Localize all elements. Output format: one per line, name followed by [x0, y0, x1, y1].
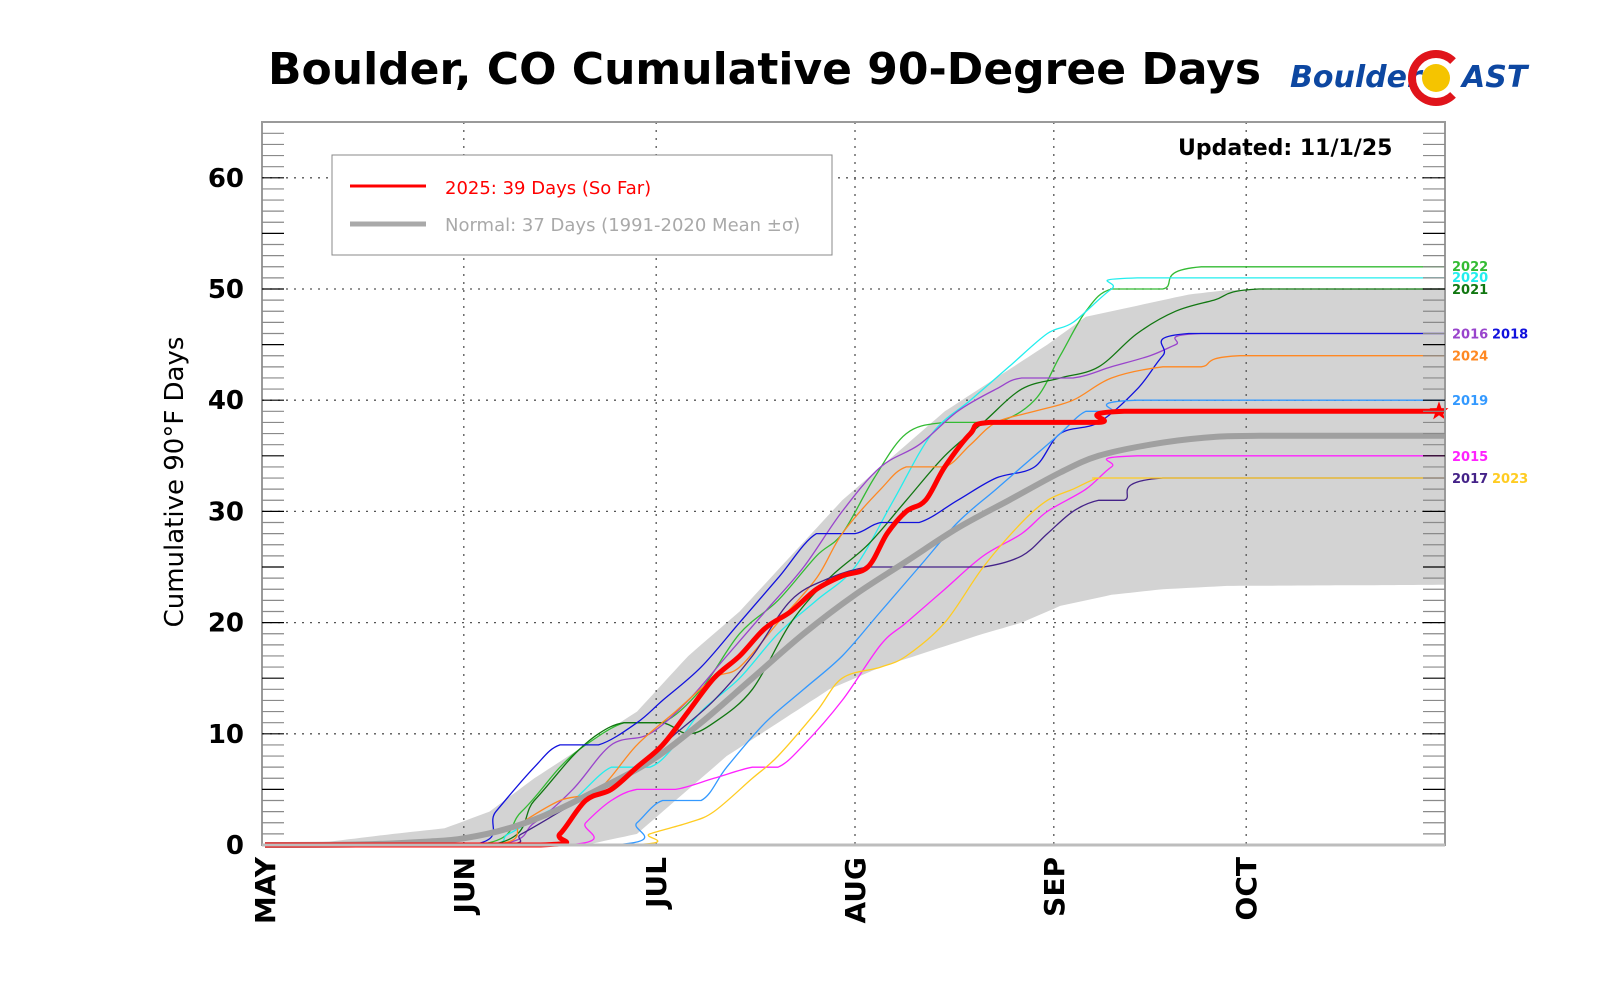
legend-label-normal: Normal: 37 Days (1991-2020 Mean ±σ)	[445, 215, 800, 236]
x-tick-label-jul: JUL	[640, 857, 673, 910]
x-tick-label-oct: OCT	[1230, 857, 1263, 920]
year-end-label-2024: 2024	[1452, 350, 1488, 365]
legend-box	[331, 154, 833, 256]
year-end-label-2020: 2020	[1452, 271, 1488, 286]
x-tick-label-jun: JUN	[448, 857, 481, 916]
y-tick-label: 30	[208, 497, 244, 527]
logo-text-right: AST	[1462, 60, 1528, 95]
year-end-label-2022: 2022	[1452, 260, 1488, 275]
series-line-2021	[264, 288, 1445, 846]
updated-annotation: Updated: 11/1/25	[1178, 136, 1392, 161]
series-line-2016	[264, 332, 1445, 846]
year-end-label-2017: 2017	[1452, 472, 1488, 487]
series-line-2025	[264, 408, 1445, 848]
logo-text-left: Boulder	[1290, 60, 1422, 95]
axes-group	[261, 121, 1446, 847]
x-tick-label-sep: SEP	[1038, 857, 1071, 917]
series-line-2015	[264, 455, 1445, 846]
chart-title: Boulder, CO Cumulative 90-Degree Days	[268, 44, 1262, 95]
y-tick-label: 40	[208, 386, 244, 416]
normal-mean-line	[264, 432, 1445, 848]
series-group	[264, 266, 1449, 848]
bouldercast-logo: Boulder AST	[1290, 50, 1530, 106]
year-end-label-2016: 2016	[1452, 327, 1488, 342]
legend: 2025: 39 Days (So Far) Normal: 37 Days (…	[331, 154, 833, 256]
y-tick-label: 50	[208, 275, 244, 305]
logo-sun-icon	[1422, 64, 1450, 92]
series-line-2023	[264, 477, 1445, 846]
x-tick-label-may: MAY	[249, 856, 282, 924]
logo-c-ring-icon	[1408, 50, 1464, 106]
year-end-label-2019: 2019	[1452, 394, 1488, 409]
y-axis-label: Cumulative 90°F Days	[160, 337, 190, 628]
year-end-label-2015: 2015	[1452, 450, 1488, 465]
year-end-label-2023: 2023	[1492, 472, 1528, 487]
y-tick-label: 10	[208, 720, 244, 750]
legend-label-2025: 2025: 39 Days (So Far)	[445, 178, 651, 199]
year-end-label-2018: 2018	[1492, 327, 1528, 342]
y-tick-label: 20	[208, 609, 244, 639]
current-value-star-icon	[1429, 401, 1449, 420]
x-tick-label-aug: AUG	[839, 857, 872, 924]
y-tick-label: 60	[208, 164, 244, 194]
y-tick-label: 0	[226, 831, 244, 861]
year-end-label-2021: 2021	[1452, 283, 1488, 298]
series-line-2024	[264, 355, 1445, 846]
